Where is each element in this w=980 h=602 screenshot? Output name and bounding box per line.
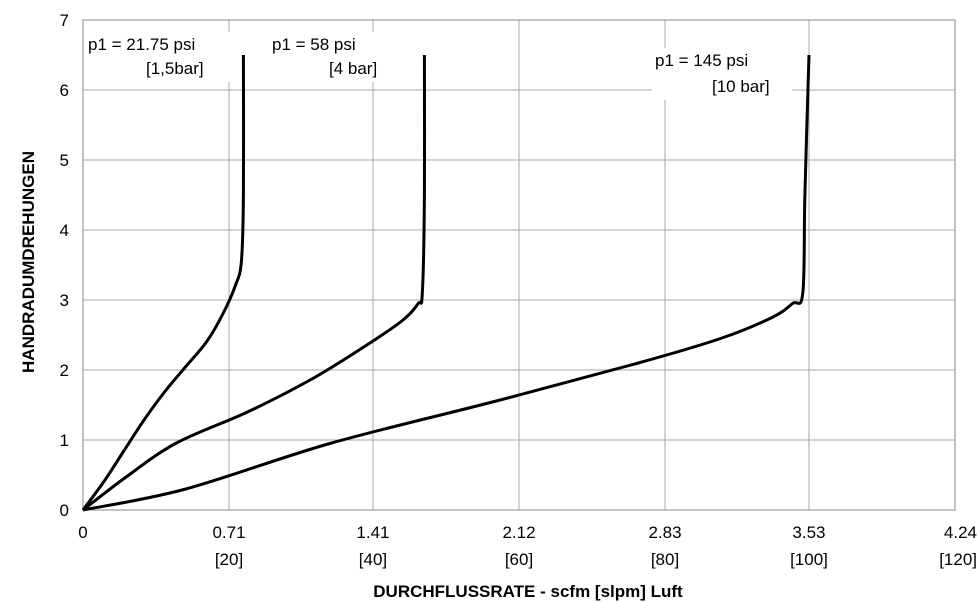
series-label-background bbox=[652, 48, 792, 100]
series-line bbox=[82, 54, 811, 512]
x-tick-label: 0 bbox=[78, 523, 87, 542]
x-axis-title: DURCHFLUSSRATE - scfm [slpm] Luft bbox=[373, 582, 683, 601]
series-labels: p1 = 21.75 psi [1,5bar] p1 = 58 psi [4 bar]… bbox=[86, 32, 792, 100]
y-tick-label: 0 bbox=[60, 501, 69, 520]
x-tick-sublabel: [100] bbox=[790, 550, 828, 569]
series-label-background bbox=[268, 32, 392, 82]
y-tick-label: 6 bbox=[60, 81, 69, 100]
series-label-bar: [4 bar] bbox=[329, 59, 377, 78]
x-axis-ticks: 0 0.71 [20] 1.41 [40] 2.12 [60] 2.83 [80] 3.53 [10… bbox=[78, 523, 977, 569]
series-label-pressure: p1 = 58 psi bbox=[272, 35, 356, 54]
y-tick-label: 7 bbox=[60, 11, 69, 30]
x-tick-sublabel: [120] bbox=[939, 550, 977, 569]
series-lines bbox=[81, 54, 811, 512]
series-label-bar: [1,5bar] bbox=[146, 59, 204, 78]
series-label-pressure: p1 = 145 psi bbox=[655, 51, 748, 70]
series-label-bar: [10 bar] bbox=[712, 77, 770, 96]
y-axis-title: HANDRADUMDREHUNGEN bbox=[19, 151, 38, 373]
y-tick-label: 1 bbox=[60, 431, 69, 450]
x-tick-label: 3.53 bbox=[792, 523, 825, 542]
x-tick-label: 0.71 bbox=[212, 523, 245, 542]
x-tick-label: 4.24 bbox=[944, 523, 977, 542]
series-line bbox=[82, 54, 427, 512]
y-tick-label: 5 bbox=[60, 151, 69, 170]
x-tick-label: 2.83 bbox=[648, 523, 681, 542]
series-label-background bbox=[86, 32, 244, 82]
y-tick-label: 3 bbox=[60, 291, 69, 310]
x-tick-sublabel: [80] bbox=[651, 550, 679, 569]
y-tick-label: 4 bbox=[60, 221, 69, 240]
series-line bbox=[81, 54, 246, 511]
plot-area-border bbox=[82, 19, 956, 511]
x-tick-label: 1.41 bbox=[356, 523, 389, 542]
x-tick-sublabel: [40] bbox=[359, 550, 387, 569]
x-tick-sublabel: [20] bbox=[215, 550, 243, 569]
x-tick-sublabel: [60] bbox=[505, 550, 533, 569]
grid-lines bbox=[82, 19, 956, 511]
x-tick-label: 2.12 bbox=[502, 523, 535, 542]
y-tick-label: 2 bbox=[60, 361, 69, 380]
y-axis-ticks: 0 1 2 3 4 5 6 7 bbox=[60, 11, 69, 520]
series-label-pressure: p1 = 21.75 psi bbox=[88, 35, 195, 54]
